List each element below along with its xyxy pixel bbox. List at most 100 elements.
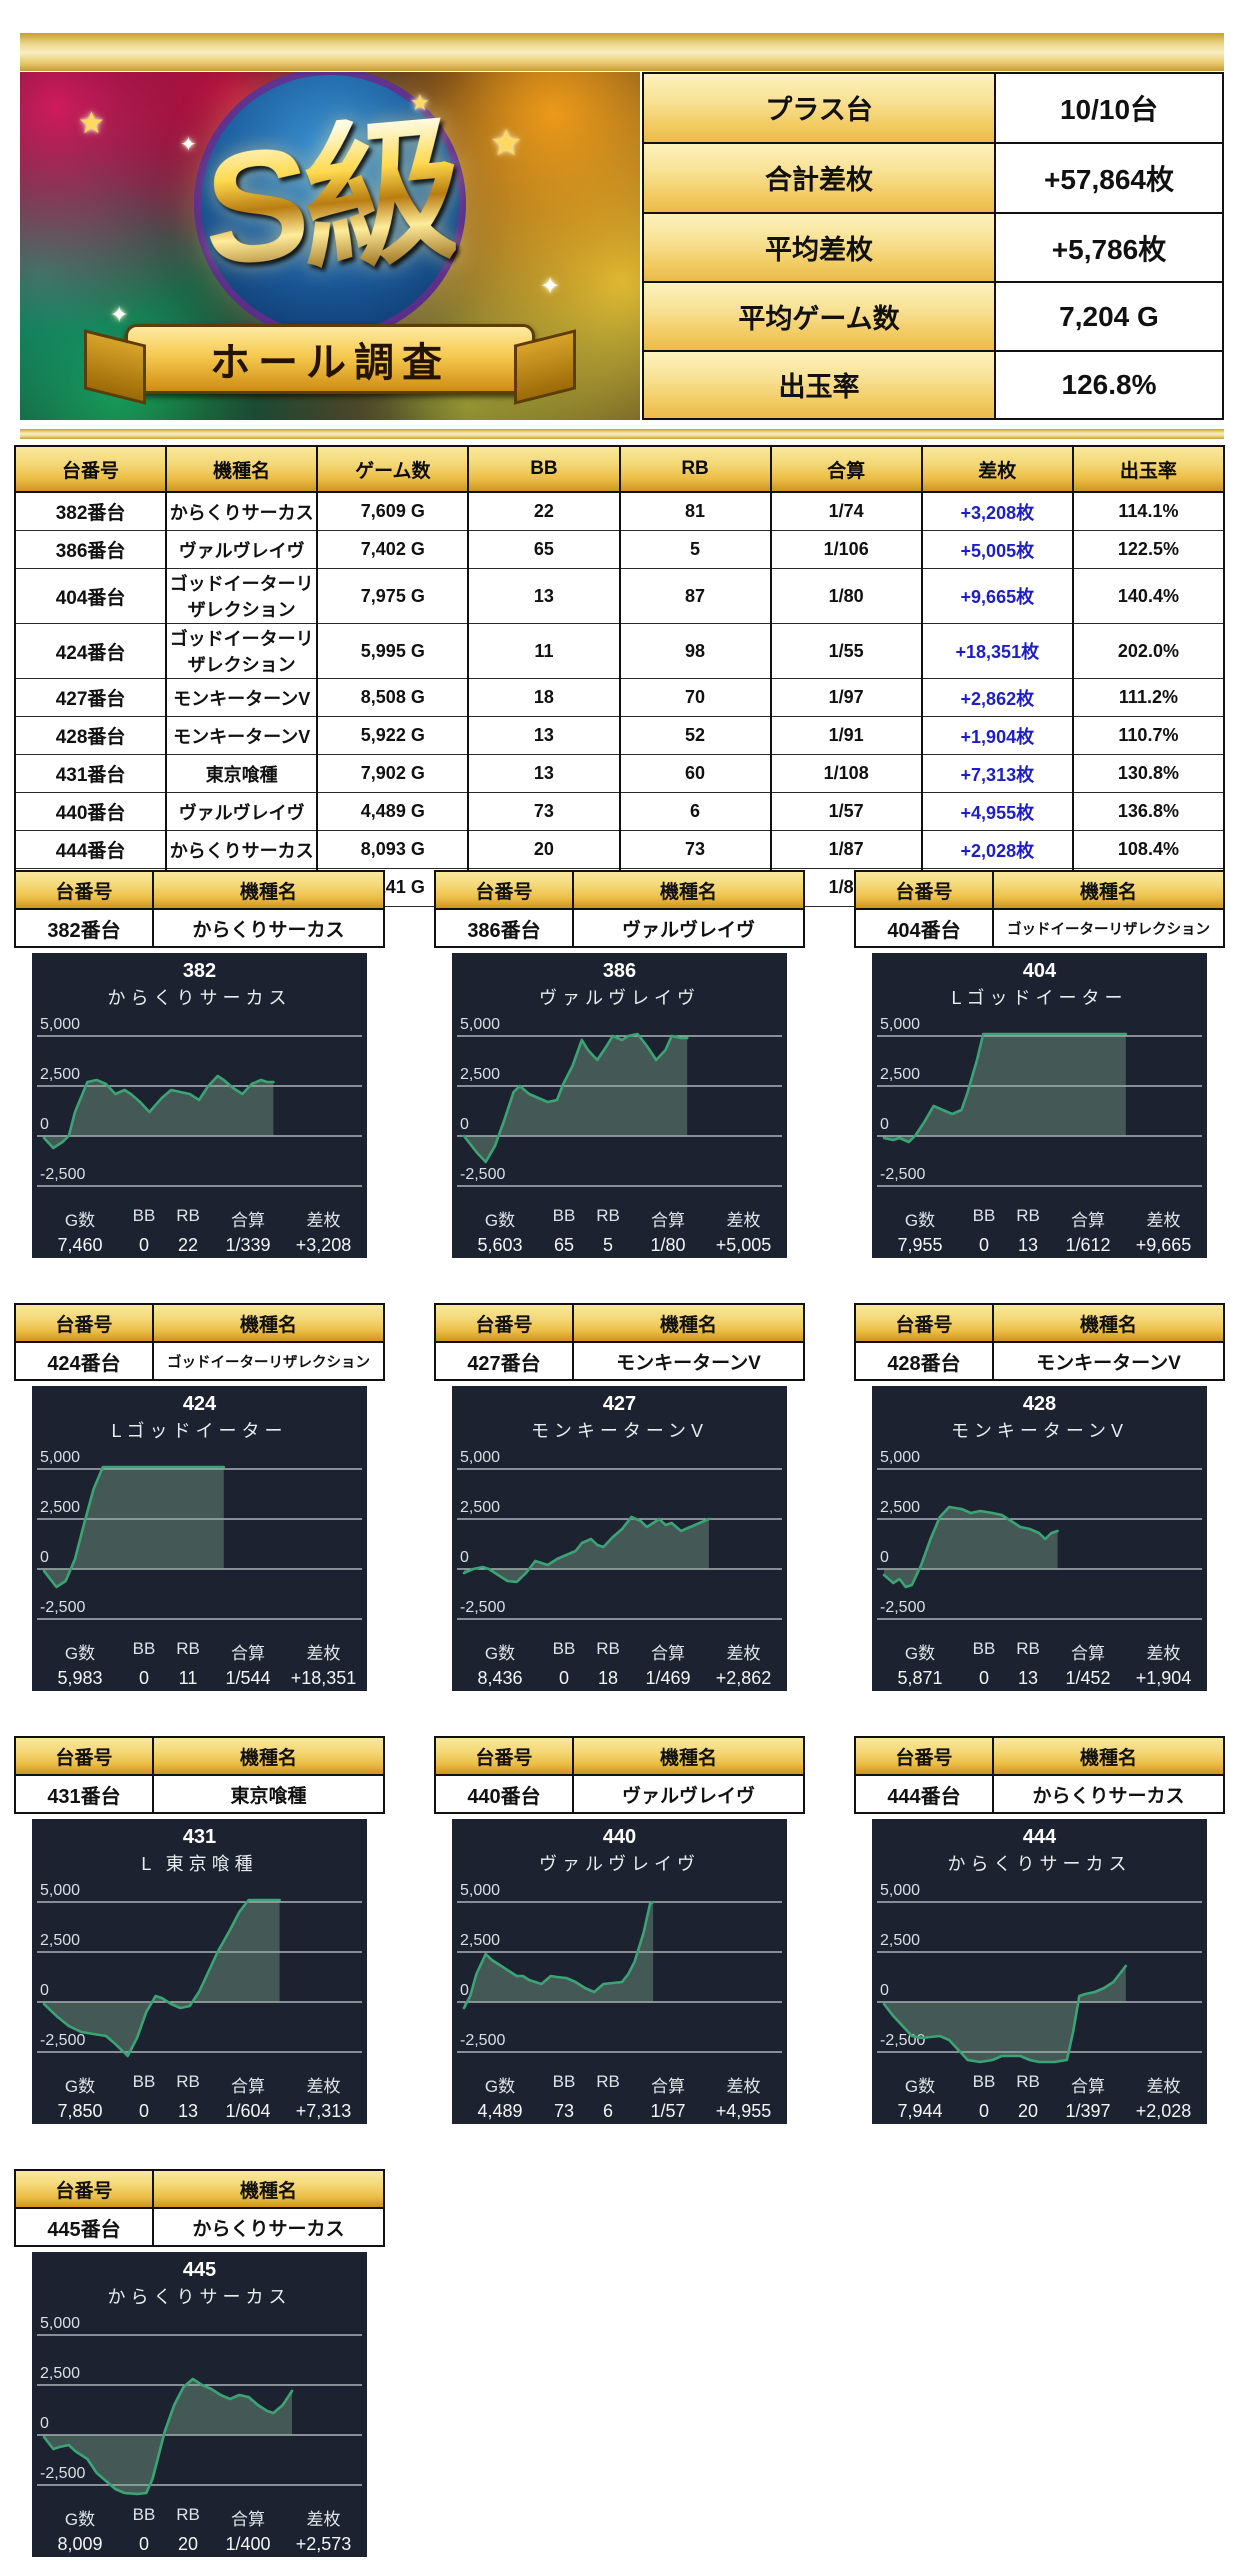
card-machine-model: モンキーターンV	[992, 1341, 1225, 1381]
card-machine-model: ゴッドイーターリザレクション	[152, 1341, 385, 1381]
summary-row: プラス台 10/10台	[642, 72, 1224, 144]
stat-label: 合算	[1071, 1644, 1105, 1663]
cell-games: 7,975 G	[316, 568, 470, 624]
cell-sa-coins: +9,665枚	[920, 568, 1074, 624]
stat-value: 1/80	[650, 1235, 686, 1255]
cell-machine-no: 440番台	[13, 792, 168, 831]
cell-sa-coins: +5,005枚	[920, 530, 1074, 569]
stat-value: 1/544	[225, 1668, 271, 1688]
cell-payout-rate: 136.8%	[1071, 792, 1226, 831]
stat-label: BB	[972, 2072, 996, 2091]
card-col-header-model: 機種名	[152, 1303, 385, 1343]
card-header-table: 台番号 機種名 444番台 からくりサーカス	[854, 1736, 1225, 1814]
sparkle-icon: ★	[78, 107, 105, 140]
stat-value: +4,955	[715, 2101, 772, 2121]
cell-bb: 73	[467, 792, 621, 831]
stat-value: 1/469	[645, 1668, 691, 1688]
cell-sa-coins: +7,313枚	[920, 754, 1074, 793]
stat-label: 合算	[1071, 2077, 1105, 2096]
card-machine-model: 東京喰種	[152, 1774, 385, 1814]
stat-value: 1/339	[225, 1235, 271, 1255]
slump-graph-panel: 427 モンキーターンV 5,000 2,500 0 -2,500 G数 BB RB 合算 差…	[452, 1386, 787, 1691]
card-stats-labels: G数 BB RB 合算 差枚	[458, 2072, 781, 2097]
cell-model-name: ヴァルヴレイヴ	[165, 792, 319, 831]
stat-value: +1,904	[1135, 1668, 1192, 1688]
y-tick-label: 5,000	[40, 1016, 80, 1033]
cell-bb: 13	[467, 716, 621, 755]
card-header-table: 台番号 機種名 445番台 からくりサーカス	[14, 2169, 385, 2247]
graph-machine-number: 431	[182, 1826, 217, 1848]
stat-value: 8,436	[477, 1668, 523, 1688]
stat-label: 合算	[231, 1644, 265, 1663]
y-tick-label: -2,500	[460, 1166, 505, 1183]
cell-sa-coins: +3,208枚	[920, 491, 1074, 531]
stat-value: 7,460	[57, 1235, 103, 1255]
card-col-header-model: 機種名	[572, 1736, 805, 1776]
card-machine-model: モンキーターンV	[572, 1341, 805, 1381]
cell-machine-no: 428番台	[13, 716, 168, 755]
stat-label: 差枚	[306, 2510, 341, 2529]
y-tick-label: 5,000	[880, 1882, 920, 1899]
y-tick-label: 5,000	[40, 1882, 80, 1899]
card-col-header-model: 機種名	[152, 870, 385, 910]
slump-area	[884, 1034, 1126, 1142]
summary-label: 平均ゲーム数	[642, 281, 996, 352]
y-tick-label: 5,000	[40, 2315, 80, 2332]
summary-value: +5,786枚	[994, 211, 1224, 284]
card-machine-model: ヴァルヴレイヴ	[572, 1774, 805, 1814]
stat-value: 5	[602, 1235, 613, 1255]
cell-bb: 11	[467, 623, 621, 679]
card-stats: G数 BB RB 合算 差枚 7,460 0 22 1/339 +3,208	[32, 1204, 367, 1256]
y-tick-label: 0	[40, 1549, 49, 1566]
y-tick-label: 0	[40, 1116, 49, 1133]
cell-gassan: 1/97	[769, 678, 923, 717]
y-tick-label: -2,500	[880, 1166, 925, 1183]
card-machine-no: 445番台	[14, 2207, 154, 2247]
cell-games: 7,609 G	[316, 491, 470, 531]
card-stats-values: 7,955 0 13 1/612 +9,665	[878, 1235, 1201, 1256]
slump-area	[44, 1467, 224, 1587]
stat-label: G数	[484, 1211, 516, 1230]
y-tick-label: -2,500	[460, 2032, 505, 2049]
cell-sa-coins: +2,862枚	[920, 678, 1074, 717]
slump-graph-panel: 444 からくりサーカス 5,000 2,500 0 -2,500 G数 BB RB 合算差…	[872, 1819, 1207, 2124]
cell-machine-no: 386番台	[13, 530, 168, 569]
card-stats: G数 BB RB 合算 差枚 8,436 0 18 1/469 +2,862	[452, 1637, 787, 1689]
stat-value: 1/400	[225, 2534, 271, 2554]
stat-label: G数	[904, 1644, 936, 1663]
slump-graph-panel: 424 Lゴッドイーター 5,000 2,500 0 -2,500 G数 BB RB 合算 差…	[32, 1386, 367, 1691]
slump-graph-panel: 404 Lゴッドイーター 5,000 2,500 0 -2,500 G数 BB RB 合算 差…	[872, 953, 1207, 1258]
cell-gassan: 1/108	[769, 754, 923, 793]
stat-label: G数	[484, 2077, 516, 2096]
card-header-table: 台番号 機種名 440番台 ヴァルヴレイヴ	[434, 1736, 805, 1814]
slump-graph: 5,000 2,500 0 -2,500	[37, 1882, 362, 2058]
cell-games: 5,995 G	[316, 623, 470, 679]
summary-label: 出玉率	[642, 349, 996, 421]
stat-value: 0	[558, 1668, 569, 1688]
stat-value: 13	[1017, 1235, 1039, 1255]
stat-label: G数	[904, 1211, 936, 1230]
cell-bb: 22	[467, 491, 621, 531]
stat-label: RB	[176, 2505, 200, 2524]
table-row: 427番台 モンキーターンV 8,508 G 18 70 1/97 +2,862…	[13, 678, 1226, 717]
graph-machine-name: Lゴッドイーター	[951, 988, 1128, 1008]
stat-value: 13	[177, 2101, 199, 2121]
cell-rb: 73	[618, 830, 772, 869]
stat-label: G数	[64, 2077, 96, 2096]
card-col-header-model: 機種名	[152, 2169, 385, 2209]
graph-machine-name: からくりサーカス	[947, 1854, 1132, 1874]
slump-line	[42, 2377, 294, 2496]
cell-games: 7,902 G	[316, 754, 470, 793]
stat-label: RB	[1016, 1206, 1040, 1225]
slump-graph: 5,000 2,500 0 -2,500	[877, 1449, 1202, 1620]
stat-label: 差枚	[726, 1644, 761, 1663]
stat-label: BB	[132, 2505, 156, 2524]
cell-bb: 18	[467, 678, 621, 717]
stat-value: +3,208	[295, 1235, 352, 1255]
graph-machine-name: からくりサーカス	[107, 2287, 292, 2307]
slump-graph-panel: 440 ヴァルヴレイヴ 5,000 2,500 0 -2,500 G数 BB RB 合算 差枚…	[452, 1819, 787, 2124]
cell-machine-no: 424番台	[13, 623, 168, 679]
summary-value: +57,864枚	[994, 141, 1224, 214]
stat-label: G数	[64, 1211, 96, 1230]
cell-model-name: ゴッドイーターリザレクション	[165, 623, 319, 679]
